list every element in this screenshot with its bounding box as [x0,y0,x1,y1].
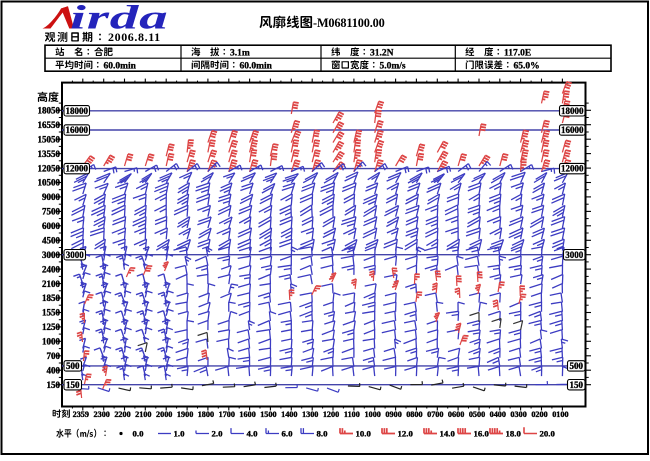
svg-text:1850: 1850 [42,293,61,303]
svg-text:117.0E: 117.0E [504,48,531,58]
svg-text:irda: irda [70,0,169,37]
svg-text:1.0: 1.0 [174,429,186,439]
svg-text:2200: 2200 [114,410,130,419]
svg-text:1800: 1800 [198,410,214,419]
svg-text:150: 150 [47,380,61,390]
svg-text:1400: 1400 [281,410,297,419]
svg-text:16000: 16000 [561,125,584,135]
svg-text:1250: 1250 [42,322,61,332]
svg-text:0500: 0500 [469,410,485,419]
svg-text:3000: 3000 [66,250,85,260]
svg-text:0200: 0200 [531,410,547,419]
svg-text:1550: 1550 [42,308,61,318]
svg-text:1000: 1000 [365,410,381,419]
svg-text:10500: 10500 [38,178,61,188]
svg-text:2100: 2100 [42,279,61,289]
svg-text:2006.8.11: 2006.8.11 [108,30,161,44]
svg-text:60.0min: 60.0min [240,61,273,71]
svg-text:500: 500 [66,361,80,371]
svg-text:7500: 7500 [42,207,61,217]
svg-text:2100: 2100 [135,410,151,419]
svg-text:1300: 1300 [302,410,318,419]
svg-text:700: 700 [47,351,61,361]
svg-text:16550: 16550 [38,120,61,130]
svg-text:15050: 15050 [38,134,61,144]
svg-text:0.0: 0.0 [133,429,145,439]
svg-text:0100: 0100 [552,410,568,419]
svg-text:2000: 2000 [156,410,172,419]
svg-text:14.0: 14.0 [440,429,456,439]
svg-text:3000: 3000 [42,250,61,260]
svg-text:12000: 12000 [66,164,89,174]
svg-text:2.0: 2.0 [212,429,224,439]
svg-text:3.1m: 3.1m [230,48,250,58]
svg-text:0800: 0800 [406,410,422,419]
svg-text:31.2N: 31.2N [370,48,394,58]
svg-text:6.0: 6.0 [282,429,294,439]
svg-text:400: 400 [47,365,61,375]
svg-text:4500: 4500 [42,236,61,246]
svg-text:4.0: 4.0 [247,429,259,439]
svg-text:500: 500 [569,361,583,371]
svg-text:0900: 0900 [385,410,401,419]
svg-text:16000: 16000 [66,125,89,135]
svg-text:1100: 1100 [344,410,360,419]
svg-text:60.0min: 60.0min [104,61,137,71]
svg-text:10.0: 10.0 [356,429,372,439]
svg-text:0300: 0300 [510,410,526,419]
svg-text:150: 150 [66,380,80,390]
svg-text:16.0: 16.0 [474,429,490,439]
svg-text:1500: 1500 [260,410,276,419]
svg-text:1200: 1200 [323,410,339,419]
svg-text:0600: 0600 [448,410,464,419]
svg-text:18000: 18000 [561,106,584,116]
svg-text:12000: 12000 [561,164,584,174]
svg-text:1000: 1000 [42,337,61,347]
svg-text:18000: 18000 [66,106,89,116]
svg-text:-M0681100.00: -M0681100.00 [313,16,385,30]
svg-text:3000: 3000 [565,250,584,260]
svg-text:1900: 1900 [177,410,193,419]
svg-text:9000: 9000 [42,192,61,202]
svg-text:13550: 13550 [38,149,61,159]
svg-text:12.0: 12.0 [398,429,414,439]
svg-text:8.0: 8.0 [317,429,329,439]
svg-text:6000: 6000 [42,221,61,231]
svg-text:20.0: 20.0 [540,429,556,439]
svg-text:18050: 18050 [38,106,61,116]
svg-text:5.0m/s: 5.0m/s [380,61,406,71]
svg-text:0700: 0700 [427,410,443,419]
svg-text:1600: 1600 [239,410,255,419]
svg-text:0400: 0400 [490,410,506,419]
svg-text:12050: 12050 [38,163,61,173]
svg-text:18.0: 18.0 [506,429,522,439]
svg-text:2359: 2359 [73,410,89,419]
svg-text:2300: 2300 [94,410,110,419]
svg-text:1700: 1700 [219,410,235,419]
svg-text:65.0%: 65.0% [514,61,540,71]
svg-text:150: 150 [569,380,583,390]
svg-text:2400: 2400 [42,264,61,274]
